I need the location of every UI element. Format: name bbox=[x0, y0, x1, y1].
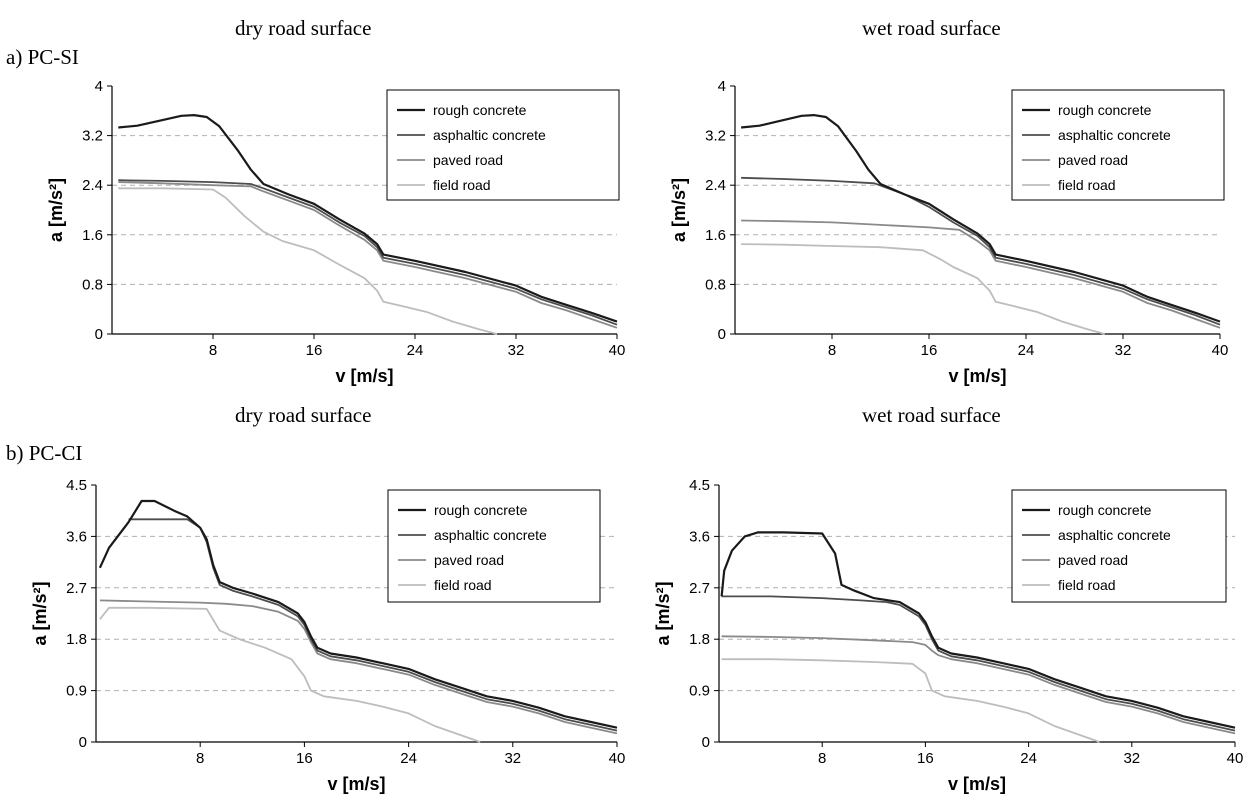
y-tick-label: 1.8 bbox=[66, 631, 87, 648]
y-tick-label: 4 bbox=[95, 78, 103, 95]
series-line-field-road bbox=[118, 187, 498, 335]
legend-label: paved road bbox=[1058, 152, 1128, 168]
y-tick-label: 2.7 bbox=[66, 580, 87, 597]
y-tick-label: 3.6 bbox=[66, 528, 87, 545]
legend-label: field road bbox=[434, 577, 492, 593]
y-tick-label: 1.6 bbox=[82, 227, 103, 244]
y-tick-label: 0.9 bbox=[66, 683, 87, 700]
series-line-paved-road bbox=[741, 219, 1221, 329]
y-axis-label: a [m/s²] bbox=[46, 178, 66, 242]
x-tick-label: 32 bbox=[508, 342, 525, 359]
x-tick-label: 40 bbox=[609, 750, 626, 767]
x-tick-label: 24 bbox=[407, 342, 424, 359]
x-tick-label: 16 bbox=[296, 750, 313, 767]
legend-label: asphaltic concrete bbox=[1058, 127, 1171, 143]
x-tick-label: 16 bbox=[921, 342, 938, 359]
series-line-rough-concrete bbox=[720, 531, 1236, 729]
series-line-rough-concrete bbox=[740, 114, 1221, 323]
legend-label: field road bbox=[1058, 177, 1116, 193]
y-tick-label: 2.4 bbox=[705, 177, 726, 194]
heading-wet-road-surface-bottom: wet road surface bbox=[862, 403, 1001, 427]
legend-box bbox=[386, 89, 620, 201]
y-tick-label: 0.8 bbox=[705, 276, 726, 293]
legend-box bbox=[387, 489, 601, 603]
series-line-asphaltic-concrete bbox=[118, 179, 618, 326]
x-tick-label: 8 bbox=[196, 750, 204, 767]
y-tick-label: 3.2 bbox=[705, 128, 726, 145]
series-line-paved-road bbox=[721, 635, 1236, 735]
x-tick-label: 8 bbox=[818, 750, 826, 767]
y-tick-label: 4.5 bbox=[689, 477, 710, 494]
series-line-paved-road bbox=[99, 599, 618, 735]
y-tick-label: 0.8 bbox=[82, 276, 103, 293]
legend-box bbox=[1011, 89, 1225, 201]
heading-wet-road-surface-top: wet road surface bbox=[862, 16, 1001, 40]
y-tick-label: 2.4 bbox=[82, 177, 103, 194]
x-tick-label: 24 bbox=[1018, 342, 1035, 359]
x-tick-label: 24 bbox=[1020, 750, 1037, 767]
y-axis-label: a [m/s²] bbox=[30, 581, 50, 645]
series-line-asphaltic-concrete bbox=[741, 176, 1221, 326]
x-tick-label: 32 bbox=[1123, 750, 1140, 767]
legend-label: asphaltic concrete bbox=[1058, 527, 1171, 543]
x-tick-label: 8 bbox=[828, 342, 836, 359]
legend-label: paved road bbox=[1058, 552, 1128, 568]
series-line-rough-concrete bbox=[98, 499, 618, 729]
y-tick-label: 0 bbox=[95, 326, 103, 343]
legend-label: field road bbox=[433, 177, 491, 193]
legend-label: rough concrete bbox=[433, 102, 527, 118]
legend-label: rough concrete bbox=[1058, 502, 1152, 518]
heading-dry-road-surface-top: dry road surface bbox=[235, 16, 372, 40]
legend-label: field road bbox=[1058, 577, 1116, 593]
x-axis-label: v [m/s] bbox=[335, 366, 393, 386]
y-tick-label: 3.6 bbox=[689, 528, 710, 545]
x-axis-label: v [m/s] bbox=[948, 774, 1006, 794]
legend-label: rough concrete bbox=[1058, 102, 1152, 118]
y-tick-label: 0 bbox=[702, 734, 710, 751]
x-tick-label: 40 bbox=[1212, 342, 1229, 359]
series-line-asphaltic-concrete bbox=[721, 595, 1236, 732]
series-line-field-road bbox=[721, 658, 1100, 743]
y-tick-label: 1.8 bbox=[689, 631, 710, 648]
x-tick-label: 32 bbox=[504, 750, 521, 767]
legend-label: rough concrete bbox=[434, 502, 528, 518]
section-label-a: a) PC-SI bbox=[6, 45, 79, 69]
legend-label: asphaltic concrete bbox=[433, 127, 546, 143]
y-tick-label: 3.2 bbox=[82, 128, 103, 145]
y-tick-label: 4 bbox=[718, 78, 726, 95]
legend-label: paved road bbox=[433, 152, 503, 168]
series-line-rough-concrete bbox=[118, 114, 618, 323]
series-line-paved-road bbox=[118, 181, 618, 329]
legend-label: paved road bbox=[434, 552, 504, 568]
legend-box bbox=[1011, 489, 1227, 603]
section-label-b: b) PC-CI bbox=[6, 441, 83, 465]
legend-label: asphaltic concrete bbox=[434, 527, 547, 543]
x-axis-label: v [m/s] bbox=[327, 774, 385, 794]
y-tick-label: 0.9 bbox=[689, 683, 710, 700]
y-tick-label: 4.5 bbox=[66, 477, 87, 494]
y-tick-label: 0 bbox=[718, 326, 726, 343]
x-tick-label: 16 bbox=[306, 342, 323, 359]
y-tick-label: 0 bbox=[79, 734, 87, 751]
x-tick-label: 40 bbox=[609, 342, 626, 359]
x-tick-label: 8 bbox=[209, 342, 217, 359]
x-axis-label: v [m/s] bbox=[948, 366, 1006, 386]
series-line-field-road bbox=[741, 243, 1106, 335]
y-tick-label: 1.6 bbox=[705, 227, 726, 244]
series-line-field-road bbox=[99, 606, 481, 743]
x-tick-label: 16 bbox=[917, 750, 934, 767]
heading-dry-road-surface-bottom: dry road surface bbox=[235, 403, 372, 427]
y-axis-label: a [m/s²] bbox=[653, 581, 673, 645]
y-axis-label: a [m/s²] bbox=[669, 178, 689, 242]
x-tick-label: 24 bbox=[400, 750, 417, 767]
x-tick-label: 32 bbox=[1115, 342, 1132, 359]
x-tick-label: 40 bbox=[1227, 750, 1244, 767]
y-tick-label: 2.7 bbox=[689, 580, 710, 597]
